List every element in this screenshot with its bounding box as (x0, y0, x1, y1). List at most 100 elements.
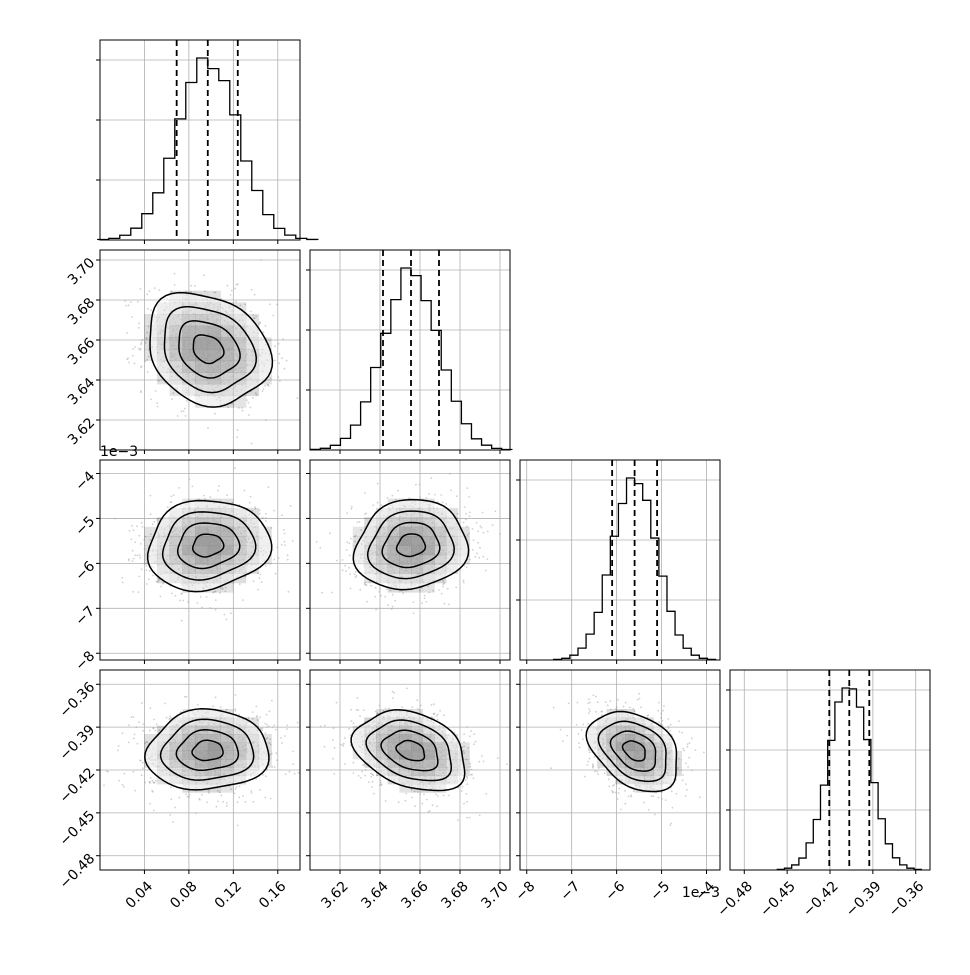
scatter-point (441, 593, 443, 595)
scatter-point (275, 729, 277, 731)
scatter-point (434, 494, 436, 496)
scatter-point (155, 730, 157, 732)
scatter-point (263, 388, 265, 390)
scatter-point (387, 604, 389, 606)
scatter-point (406, 688, 408, 690)
scatter-point (357, 521, 359, 523)
scatter-point (257, 589, 259, 591)
scatter-point (237, 801, 239, 803)
scatter-point (185, 793, 187, 795)
scatter-point (324, 725, 326, 727)
scatter-point (351, 506, 353, 508)
scatter-point (169, 715, 171, 717)
scatter-point (300, 371, 302, 373)
scatter-point (457, 819, 459, 821)
scatter-point (138, 591, 140, 593)
scatter-point (353, 772, 355, 774)
scatter-point (273, 510, 275, 512)
scatter-point (487, 531, 489, 533)
scatter-point (148, 578, 150, 580)
scatter-point (234, 708, 236, 710)
scatter-point (470, 730, 472, 732)
scatter-point (472, 528, 474, 530)
scatter-point (320, 725, 322, 727)
scatter-point (238, 714, 240, 716)
scatter-point (142, 767, 144, 769)
scatter-point (248, 402, 250, 404)
scatter-point (461, 790, 463, 792)
scatter-point (201, 794, 203, 796)
scatter-point (463, 522, 465, 524)
scatter-point (142, 762, 144, 764)
scatter-point (195, 812, 197, 814)
scatter-point (133, 737, 135, 739)
scatter-point (350, 720, 352, 722)
scatter-point (125, 305, 127, 307)
scatter-point (160, 596, 162, 598)
scatter-point (334, 747, 336, 749)
scatter-point (171, 495, 173, 497)
scatter-point (476, 522, 478, 524)
scatter-point (477, 542, 479, 544)
scatter-point (426, 601, 428, 603)
scatter-point (146, 583, 148, 585)
scatter-point (174, 273, 176, 275)
scatter-point (433, 703, 435, 705)
scatter-point (466, 793, 468, 795)
scatter-point (136, 726, 138, 728)
scatter-point (481, 527, 483, 529)
scatter-point (134, 734, 136, 736)
scatter-point (343, 743, 345, 745)
scatter-point (361, 771, 363, 773)
scatter-point (426, 799, 428, 801)
scatter-point (130, 301, 132, 303)
scatter-point (332, 739, 334, 741)
scatter-point (156, 402, 158, 404)
scatter-point (286, 725, 288, 727)
scatter-point (483, 532, 485, 534)
scatter-point (285, 773, 287, 775)
scatter-point (224, 614, 226, 616)
scatter-point (152, 791, 154, 793)
scatter-point (153, 521, 155, 523)
scatter-point (217, 490, 219, 492)
scatter-point (138, 322, 140, 324)
histogram-panel-2 (516, 460, 720, 664)
scatter-point (122, 582, 124, 584)
scatter-point (129, 530, 131, 532)
scatter-point (270, 798, 272, 800)
scatter-point (203, 495, 205, 497)
scatter-point (134, 541, 136, 543)
scatter-point (252, 397, 254, 399)
scatter-point (273, 559, 275, 561)
scatter-point (140, 760, 142, 762)
scatter-point (286, 360, 288, 362)
scatter-point (333, 773, 335, 775)
scatter-point (122, 732, 124, 734)
scatter-point (262, 774, 264, 776)
scatter-point (344, 565, 346, 567)
scatter-point (126, 332, 128, 334)
scatter-point (292, 540, 294, 542)
scatter-point (265, 419, 267, 421)
scatter-inner (77, 259, 305, 462)
scatter-point (244, 490, 246, 492)
scatter-point (118, 745, 120, 747)
scatter-point (364, 775, 366, 777)
scatter-point (265, 775, 267, 777)
scatter-point (226, 619, 228, 621)
scatter-point (495, 510, 497, 512)
scatter-point (261, 729, 263, 731)
scatter-point (221, 795, 223, 797)
scatter-point (266, 727, 268, 729)
scatter-point (182, 600, 184, 602)
scatter-point (437, 714, 439, 716)
scatter-point (471, 769, 473, 771)
scatter-point (141, 702, 143, 704)
scatter-point (181, 620, 183, 622)
scatter-point (379, 705, 381, 707)
scatter-point (392, 594, 394, 596)
scatter-point (142, 730, 144, 732)
scatter-point (278, 353, 280, 355)
scatter-point (142, 339, 144, 341)
